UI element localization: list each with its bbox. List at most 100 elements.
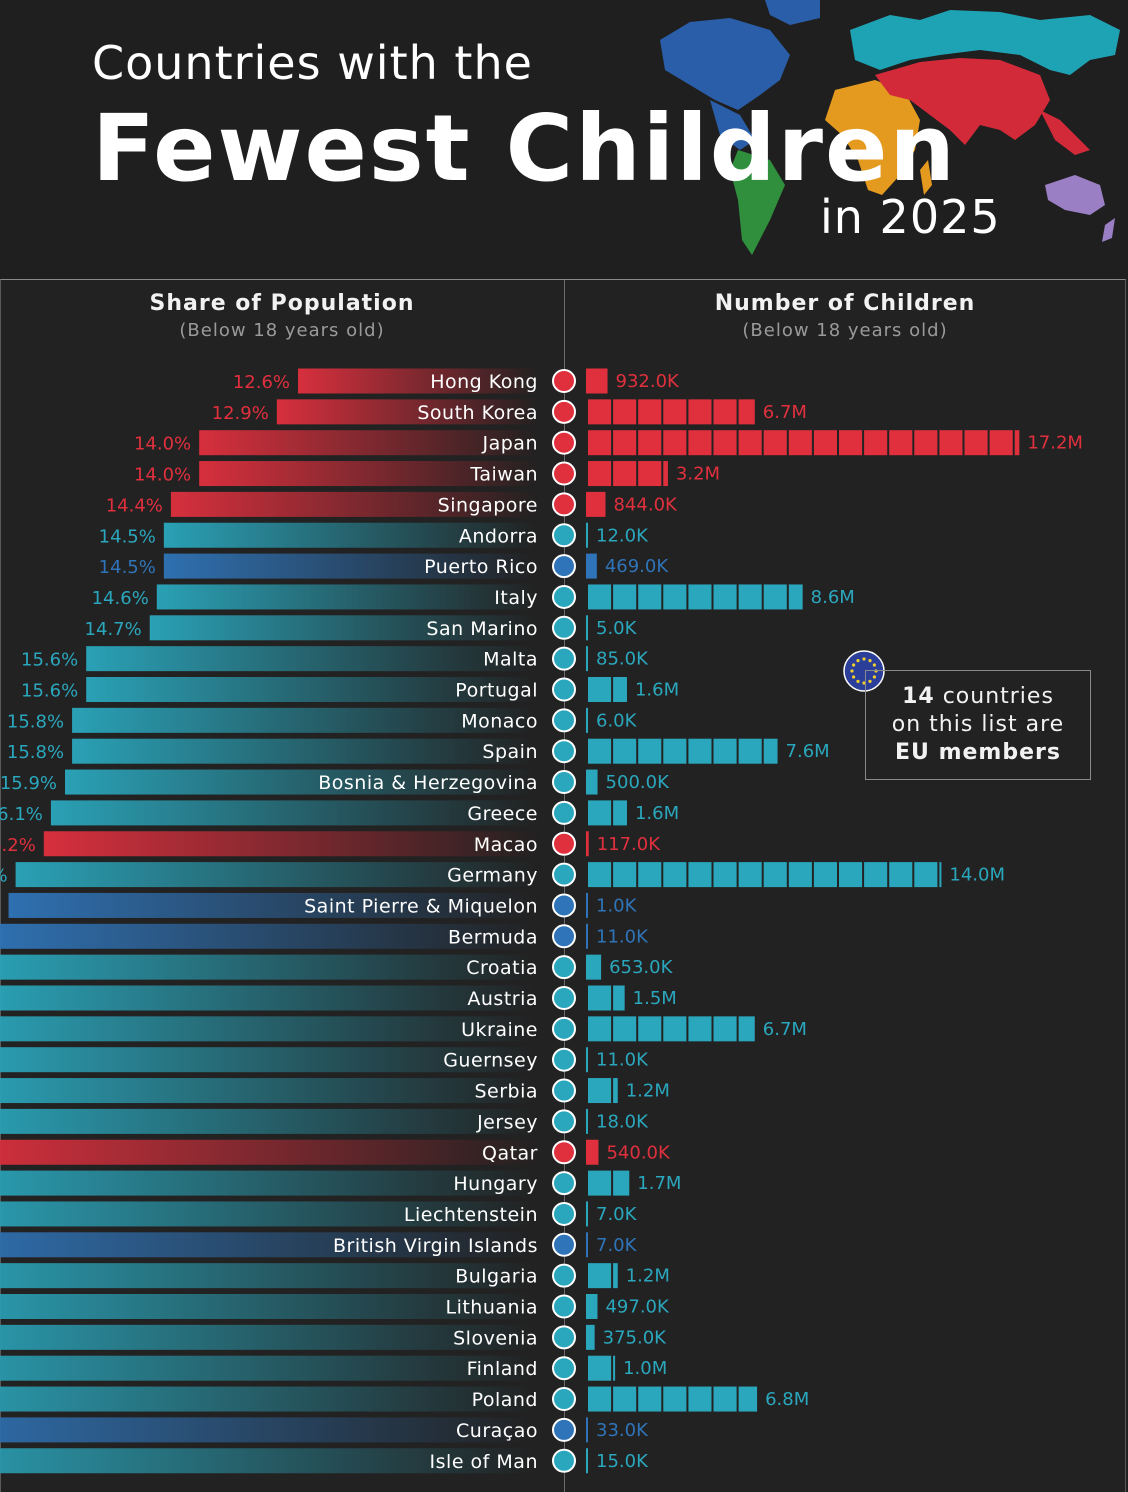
children-label: 375.0K [603, 1327, 668, 1348]
flag-icon [552, 862, 576, 887]
table-row: 12.6% Hong Kong 932.0K [233, 368, 680, 394]
children-unit-square [588, 1078, 612, 1104]
share-label: 16.6% [0, 866, 8, 887]
eu-flag-icon [843, 650, 885, 692]
share-bar [0, 1294, 538, 1319]
children-label: 7.0K [596, 1235, 638, 1256]
flag-icon [552, 831, 576, 856]
flag-icon [552, 677, 576, 702]
children-unit-square [688, 584, 712, 610]
children-unit-square [763, 862, 787, 888]
eu-star [862, 657, 866, 661]
country-label: Lithuania [445, 1297, 538, 1319]
children-partial-bar [738, 1386, 758, 1412]
eu-star [850, 669, 854, 673]
children-unit-square [638, 584, 662, 610]
children-unit-square [638, 430, 662, 456]
children-unit-square [663, 584, 687, 610]
header: Countries with the Fewest Children in 20… [0, 0, 1128, 279]
country-label: Taiwan [469, 464, 538, 486]
flag-icon [552, 739, 576, 764]
flag-icon [552, 1356, 576, 1381]
left-column-header: Share of Population (Below 18 years old) [72, 291, 492, 341]
share-bar [72, 738, 538, 764]
share-bar [15, 862, 539, 888]
share-bar [0, 1078, 539, 1104]
children-partial-bar [586, 923, 588, 949]
share-bar [298, 368, 538, 394]
children-unit-square [713, 1386, 737, 1412]
eu-star [872, 663, 876, 667]
country-label: Curaçao [456, 1420, 538, 1442]
children-unit-square [588, 800, 612, 826]
children-partial-bar [586, 892, 588, 918]
share-label: 14.7% [85, 619, 142, 640]
children-partial-bar [586, 1417, 588, 1443]
flag-icon [552, 615, 576, 640]
children-label: 8.6M [811, 587, 855, 608]
children-unit-square [588, 677, 612, 702]
children-label: 14.0M [949, 865, 1005, 886]
share-bar [86, 677, 538, 702]
children-partial-bar [613, 677, 627, 702]
children-unit-square [688, 738, 712, 764]
share-bar [199, 461, 538, 487]
children-unit-square [688, 399, 712, 425]
children-unit-square [663, 399, 687, 425]
callout-line-3: EU members [895, 740, 1061, 765]
share-bar [0, 923, 539, 949]
share-bar [0, 1386, 538, 1412]
callout-count: 14 [902, 684, 935, 709]
children-unit-square [638, 738, 662, 764]
children-label: 17.2M [1027, 433, 1083, 454]
children-label: 18.0K [596, 1111, 649, 1132]
children-unit-square [638, 862, 662, 888]
children-label: 85.0K [596, 649, 649, 670]
country-label: Italy [494, 587, 538, 609]
children-label: 1.2M [626, 1081, 670, 1102]
children-unit-square [864, 430, 888, 456]
flag-icon [552, 770, 576, 795]
children-partial-bar [738, 399, 755, 425]
children-label: 540.0K [606, 1142, 671, 1163]
title-line-2: Fewest Children [92, 95, 957, 202]
children-unit-square [813, 430, 837, 456]
children-unit-square [663, 1386, 687, 1412]
table-row: 16.6% Germany 14.0M [0, 862, 1005, 888]
flag-icon [552, 461, 576, 486]
children-unit-square [613, 399, 637, 425]
flag-icon [552, 708, 576, 733]
share-bar [0, 1108, 539, 1134]
children-unit-square [588, 738, 612, 764]
eu-star [852, 675, 856, 679]
children-unit-square [738, 738, 762, 764]
children-label: 7.0K [596, 1204, 638, 1225]
children-unit-square [889, 862, 913, 888]
children-partial-bar [613, 1263, 618, 1289]
share-bar [199, 430, 538, 456]
country-label: British Virgin Islands [333, 1235, 538, 1257]
children-unit-square [839, 862, 863, 888]
children-partial-bar [586, 1294, 598, 1319]
share-label: 14.5% [99, 526, 156, 547]
children-unit-square [613, 584, 637, 610]
eu-star [868, 679, 872, 683]
children-partial-bar [586, 1448, 588, 1474]
country-label: Liechtenstein [404, 1204, 538, 1226]
share-label: 16.2% [0, 835, 36, 856]
flag-icon [552, 1171, 576, 1196]
children-label: 653.0K [609, 957, 674, 978]
eu-members-callout: 14 countries on this list are EU members [865, 670, 1091, 780]
country-label: Guernsey [443, 1050, 538, 1072]
children-partial-bar [738, 1016, 755, 1042]
share-bar [163, 522, 539, 548]
country-label: Jersey [476, 1111, 538, 1133]
flag-icon [552, 492, 576, 517]
